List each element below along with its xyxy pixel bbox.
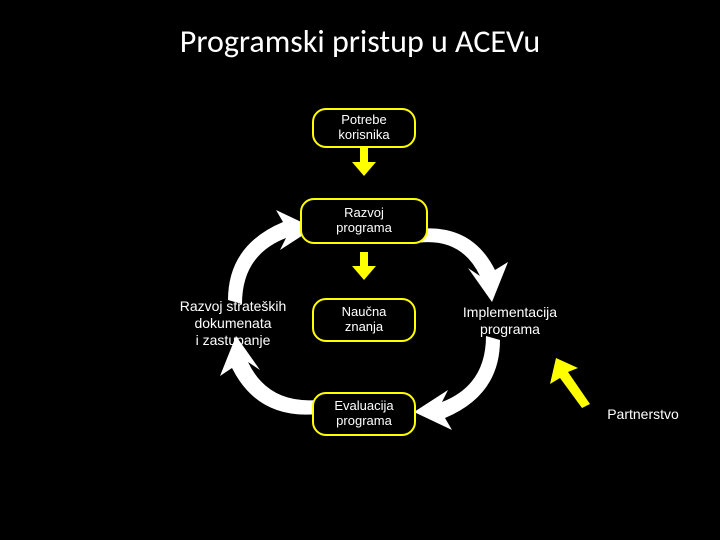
label-text: Partnerstvo	[607, 406, 679, 422]
node-label: Potrebekorisnika	[338, 113, 389, 143]
label-text: Razvoj strateškihdokumenatai zastupanje	[180, 298, 287, 348]
label-implementacija: Implementacijaprograma	[440, 304, 580, 338]
arrow-partnerstvo	[548, 358, 598, 408]
node-naucna-znanja: Naučnaznanja	[312, 298, 416, 342]
node-potrebe-korisnika: Potrebekorisnika	[312, 108, 416, 148]
node-evaluacija-programa: Evaluacijaprograma	[312, 392, 416, 436]
node-label: Razvojprograma	[336, 206, 392, 236]
arrow-razvoj-down	[352, 252, 376, 280]
arrow-potrebe-down	[352, 148, 376, 176]
slide-title: Programski pristup u ACEVu	[0, 22, 720, 61]
node-razvoj-programa: Razvojprograma	[300, 198, 428, 244]
label-razvoj-strateskih: Razvoj strateškihdokumenatai zastupanje	[168, 298, 298, 348]
node-label: Evaluacijaprograma	[334, 399, 393, 429]
label-text: Implementacijaprograma	[463, 304, 557, 337]
node-label: Naučnaznanja	[342, 305, 387, 335]
label-partnerstvo: Partnerstvo	[588, 406, 698, 423]
